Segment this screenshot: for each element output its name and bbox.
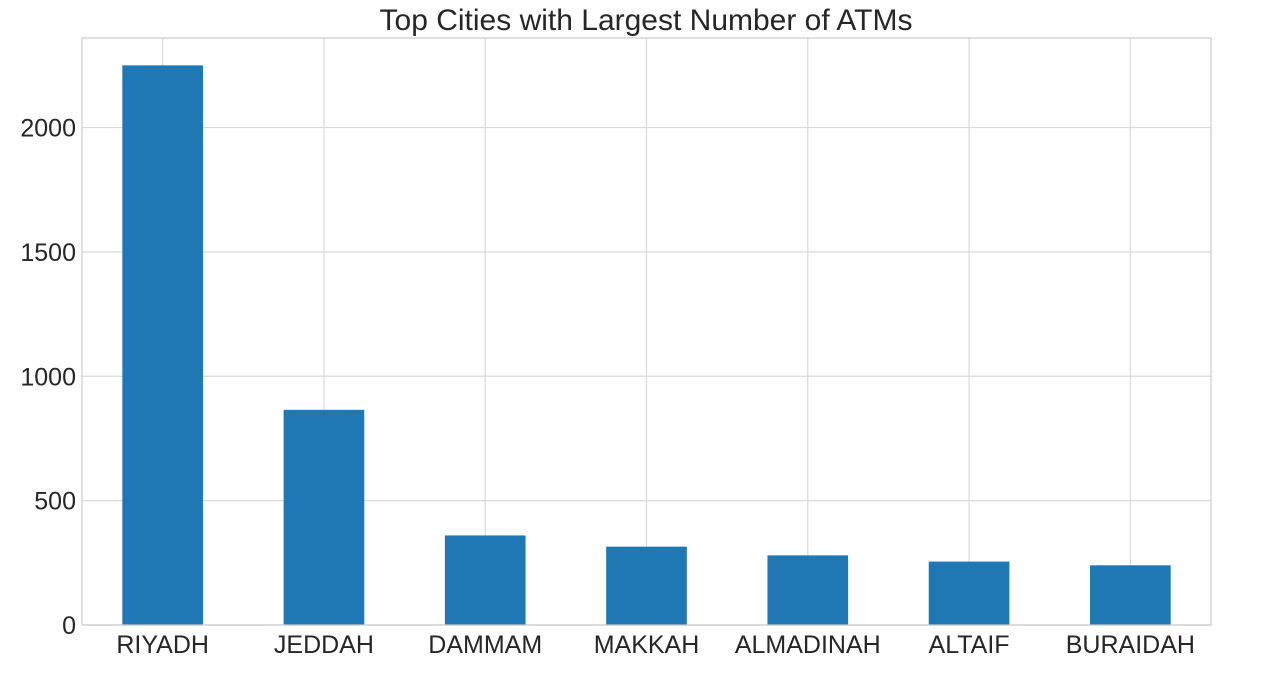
y-tick-label: 0: [62, 612, 76, 640]
bar-makkah: [606, 546, 687, 625]
x-tick-label: JEDDAH: [274, 631, 374, 659]
x-tick-label: DAMMAM: [428, 631, 542, 659]
x-tick-label: ALMADINAH: [735, 631, 881, 659]
bar-buraidah: [1090, 565, 1171, 625]
bar-jeddah: [283, 409, 365, 625]
bar-altaif: [928, 561, 1010, 625]
bars: [122, 65, 1171, 625]
y-tick-label: 2000: [20, 115, 76, 143]
y-axis-ticks: 0 500 1000 1500 2000: [20, 115, 76, 640]
chart-title: Top Cities with Largest Number of ATMs: [380, 4, 913, 37]
x-tick-label: BURAIDAH: [1066, 631, 1195, 659]
y-tick-label: 1500: [20, 239, 76, 267]
grid-lines: [82, 38, 1211, 626]
x-tick-label: ALTAIF: [929, 631, 1010, 659]
x-tick-label: MAKKAH: [594, 631, 700, 659]
y-tick-label: 500: [34, 488, 76, 516]
bar-dammam: [444, 535, 526, 625]
plot-frame: [81, 37, 1212, 626]
x-tick-label: RIYADH: [116, 631, 209, 659]
x-axis-ticks: RIYADH JEDDAH DAMMAM MAKKAH ALMADINAH ALTAIF B…: [116, 631, 1195, 659]
y-tick-label: 1000: [20, 363, 76, 391]
bar-almadinah: [767, 555, 849, 625]
bar-riyadh: [122, 65, 203, 625]
